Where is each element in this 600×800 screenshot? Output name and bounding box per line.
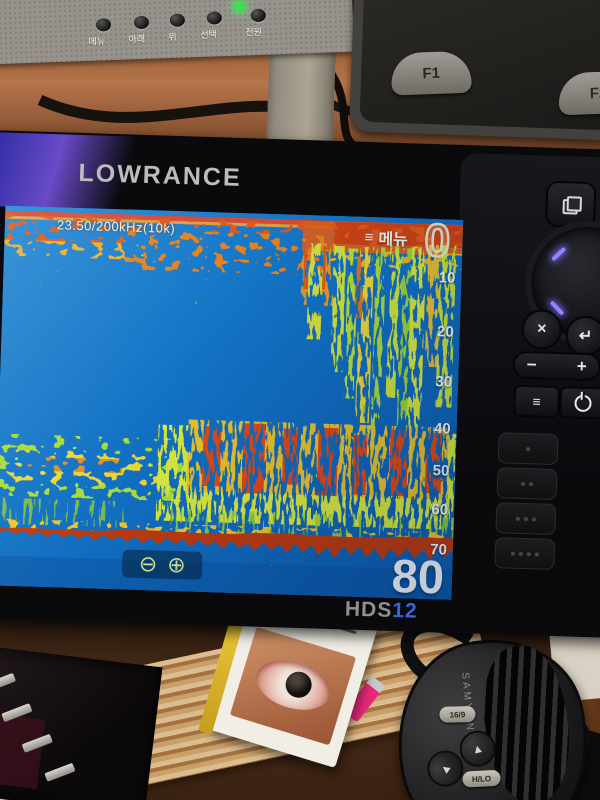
panel-button-up[interactable] <box>169 13 186 28</box>
mic-channel-button[interactable]: 16/9 <box>439 706 476 723</box>
f2-button[interactable]: F2 <box>557 70 600 116</box>
power-icon <box>573 394 592 412</box>
zoom-in-key[interactable]: + <box>576 356 587 376</box>
f1-label: F1 <box>422 64 441 82</box>
f1-button[interactable]: F1 <box>390 50 472 96</box>
softkey-1[interactable] <box>497 432 559 466</box>
model-suffix: 12 <box>391 598 418 623</box>
mic-hlo-label: H/LO <box>471 773 492 784</box>
f-device-body: F1 F2 <box>359 0 600 131</box>
softkey-4[interactable] <box>494 537 556 571</box>
screen-glare <box>0 205 464 600</box>
panel-button-select[interactable] <box>206 11 223 25</box>
softkey-3[interactable] <box>495 502 557 536</box>
up-triangle-icon: ▲ <box>436 759 455 778</box>
panel-label-power: 전원 <box>245 26 263 38</box>
enter-icon: ↵ <box>578 327 593 346</box>
panel-button-power[interactable] <box>250 8 266 23</box>
echogram <box>0 205 464 600</box>
dpad-nw-mark <box>551 246 567 262</box>
menu-key[interactable]: ≡ <box>513 384 561 419</box>
mic-channel-label: 16/9 <box>449 709 466 720</box>
panel-label-up: 위 <box>168 31 177 43</box>
softkey-2[interactable] <box>496 467 558 501</box>
mic-hlo-button[interactable]: H/LO <box>462 769 501 788</box>
f2-label: F2 <box>589 84 600 102</box>
panel-label-down: 아래 <box>128 33 146 45</box>
power-key[interactable] <box>559 386 600 420</box>
exit-icon: × <box>536 320 547 338</box>
lowrance-hds12-unit: LOWRANCE <box>0 129 600 639</box>
pages-icon <box>562 196 583 215</box>
panel-button-down[interactable] <box>133 15 150 30</box>
sonar-screen[interactable]: 23.50/200kHz(10k) ≡ 메뉴 0 10 20 30 40 50 … <box>0 205 464 600</box>
menu-key-icon: ≡ <box>532 393 541 410</box>
f-key-device: F1 F2 <box>349 0 600 141</box>
metal-bracket <box>266 46 336 154</box>
panel-label-menu: 메뉴 <box>88 36 106 47</box>
panel-label-select: 선택 <box>200 29 218 40</box>
zoom-rocker[interactable]: − + <box>512 350 600 382</box>
model-prefix: HDS <box>344 597 393 622</box>
model-logo: HDS12 <box>345 597 418 623</box>
up-triangle-icon: ▲ <box>470 740 486 757</box>
zoom-out-key[interactable]: − <box>526 355 537 375</box>
panel-button-menu[interactable] <box>95 18 112 32</box>
brand-logo: LOWRANCE <box>78 158 243 192</box>
power-led <box>234 1 245 12</box>
